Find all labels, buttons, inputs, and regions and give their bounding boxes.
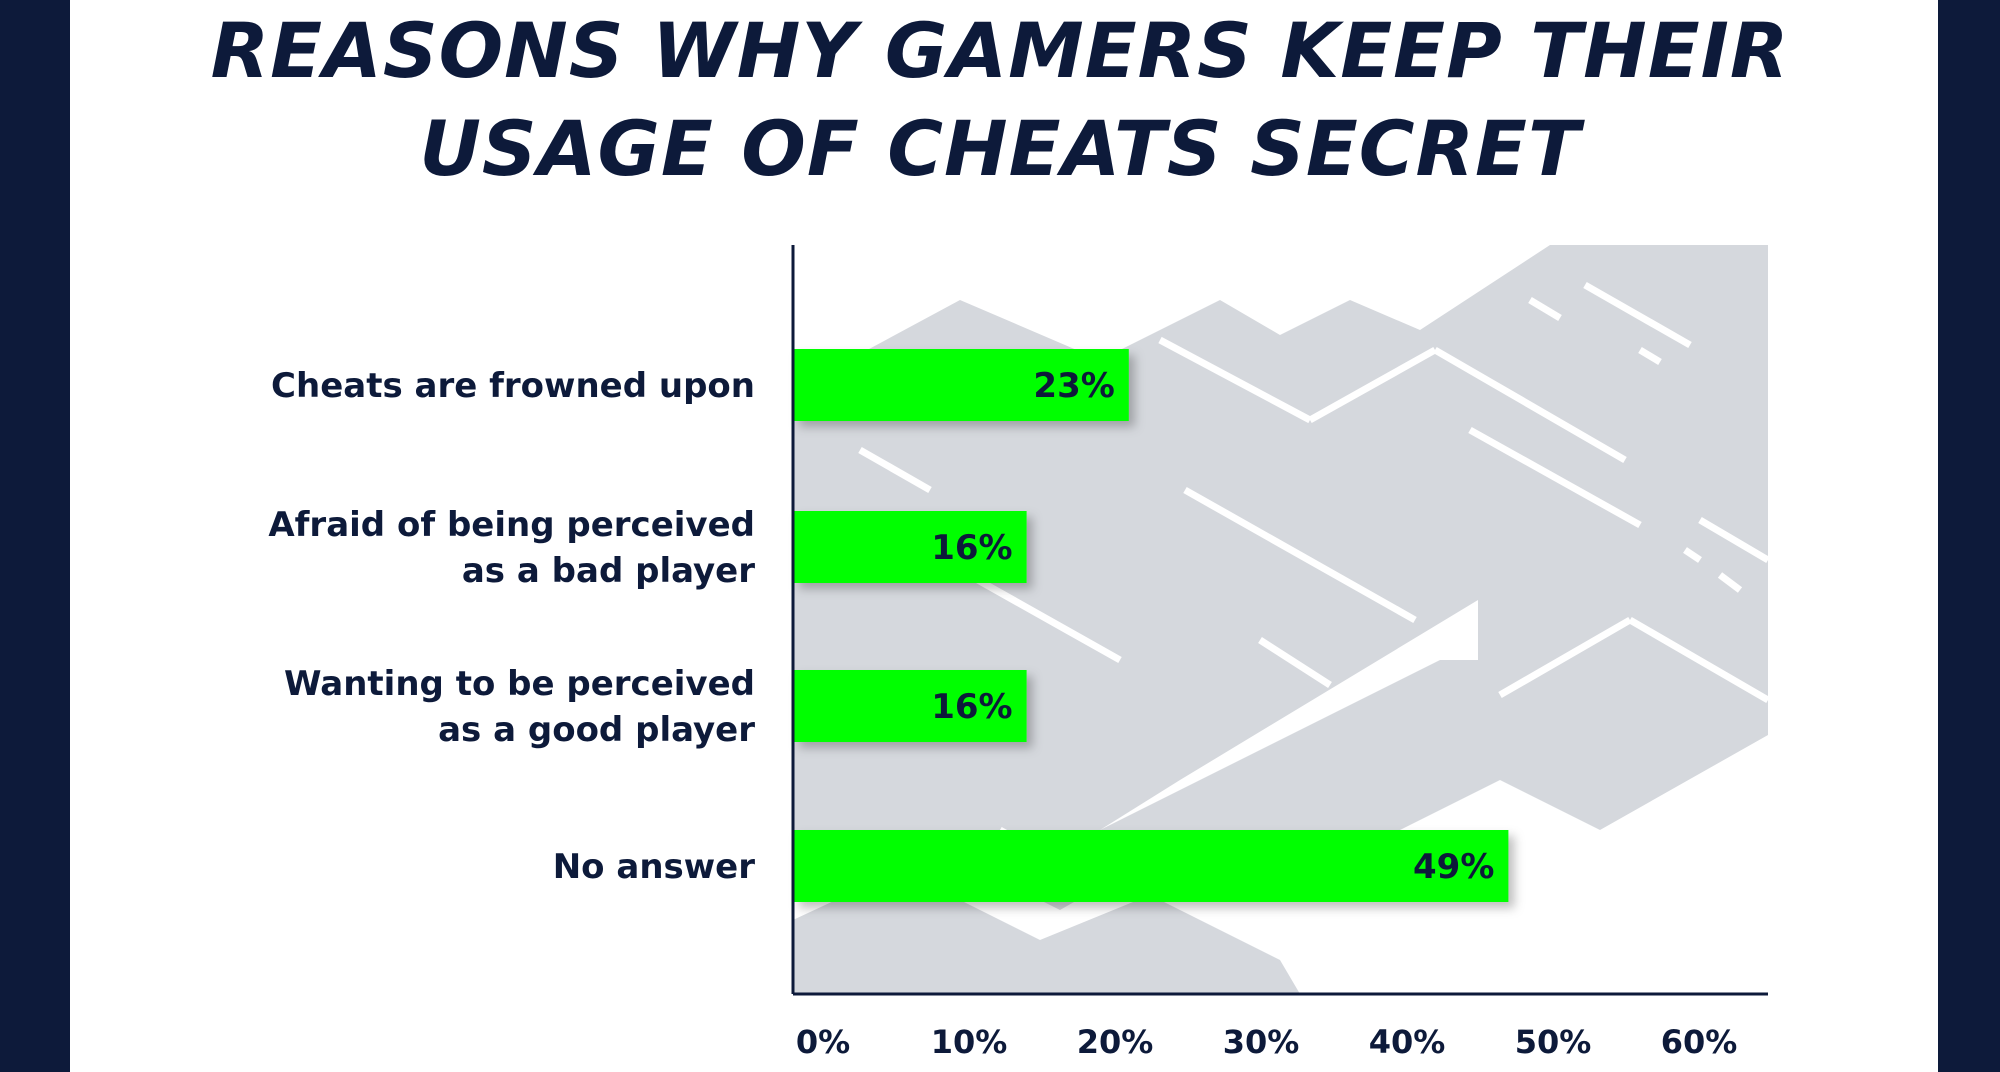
bar [793, 511, 1027, 583]
x-tick-label: 20% [1077, 1023, 1154, 1061]
decor-line [1583, 281, 1692, 349]
category-label: Cheats are frowned upon [271, 366, 755, 406]
decor-line [858, 446, 932, 494]
decor-line [1158, 336, 1312, 424]
x-tick-label: 10% [931, 1023, 1008, 1061]
bar [793, 349, 1129, 421]
x-tick-label: 0% [796, 1023, 850, 1061]
decor-line [1468, 426, 1642, 529]
decor-line [1698, 516, 1768, 564]
decor-line [958, 566, 1122, 664]
decor-light-ray [1100, 600, 1478, 830]
bars-group: 23% 16% 16% 49% [793, 349, 1509, 902]
x-tick-label: 30% [1223, 1023, 1300, 1061]
decor-line [1683, 547, 1702, 563]
bar-value-label: 49% [1413, 847, 1494, 887]
title-line-1: REASONS WHY GAMERS KEEP THEIR [210, 6, 1790, 95]
decor-line [1528, 296, 1562, 322]
tick-labels: 0% 10% 20% 30% 40% 50% 60% [796, 1023, 1737, 1061]
bar-value-label: 16% [931, 528, 1012, 568]
category-label: Afraid of being perceived as a bad player [268, 505, 755, 591]
decor-line [1498, 616, 1632, 699]
decor-line [1183, 486, 1417, 624]
chart-title: REASONS WHY GAMERS KEEP THEIR USAGE OF C… [0, 0, 2000, 198]
decor-line [1433, 346, 1627, 464]
bar [793, 670, 1027, 742]
category-labels: Cheats are frowned upon Afraid of being p… [268, 366, 755, 887]
bar-value-label: 23% [1033, 366, 1114, 406]
axes-group [791, 245, 1768, 996]
bar [793, 830, 1509, 902]
category-label: No answer [553, 847, 756, 887]
decor-line [1628, 616, 1768, 704]
title-line-2: USAGE OF CHEATS SECRET [419, 104, 1581, 193]
decor-line [1258, 637, 1332, 688]
decor-line [1308, 346, 1437, 424]
decor-line [1717, 572, 1743, 593]
bar-value-label: 16% [931, 687, 1012, 727]
category-label: Wanting to be perceived as a good player [284, 664, 755, 750]
x-tick-label: 60% [1661, 1023, 1738, 1061]
x-tick-label: 50% [1515, 1023, 1592, 1061]
decor-line [1638, 346, 1662, 366]
x-tick-label: 40% [1369, 1023, 1446, 1061]
